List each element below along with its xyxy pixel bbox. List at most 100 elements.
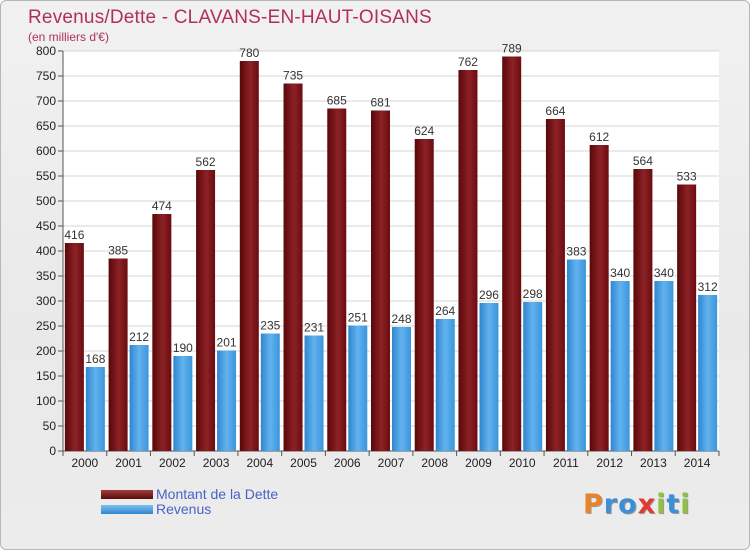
data-label-dette: 624	[414, 124, 434, 138]
data-label-dette: 789	[502, 42, 522, 56]
x-tick-label: 2011	[553, 456, 579, 470]
data-label-dette: 416	[64, 228, 84, 242]
y-tick-label: 150	[36, 369, 56, 383]
bar-dette	[414, 139, 434, 451]
data-label-revenus: 251	[348, 311, 368, 325]
logo-letter: i	[680, 489, 691, 520]
bar-revenus	[698, 295, 718, 451]
data-label-dette: 562	[196, 155, 216, 169]
y-tick-label: 400	[36, 244, 56, 258]
y-tick-label: 100	[36, 394, 56, 408]
data-label-dette: 681	[370, 96, 390, 110]
data-label-dette: 385	[108, 244, 128, 258]
bar-revenus	[523, 302, 543, 451]
y-tick-label: 550	[36, 169, 56, 183]
data-label-dette: 533	[677, 170, 697, 184]
logo-letter: t	[666, 489, 681, 520]
x-tick-label: 2014	[684, 456, 711, 470]
data-label-revenus: 340	[654, 266, 674, 280]
bar-revenus	[173, 356, 193, 451]
bar-revenus	[392, 327, 411, 451]
y-tick-label: 250	[36, 319, 56, 333]
bar-revenus	[217, 350, 237, 451]
x-tick-label: 2005	[290, 456, 317, 470]
data-label-revenus: 383	[566, 245, 586, 259]
bar-dette	[589, 145, 609, 451]
bar-dette	[64, 243, 84, 451]
data-label-revenus: 168	[85, 352, 105, 366]
logo-letter: P	[583, 489, 604, 520]
y-tick-label: 350	[36, 269, 56, 283]
bar-dette	[677, 184, 697, 451]
chart-title: Revenus/Dette - CLAVANS-EN-HAUT-OISANS	[28, 7, 432, 28]
proxiti-logo: Proxiti	[583, 489, 691, 520]
data-label-revenus: 201	[217, 336, 237, 350]
data-label-revenus: 248	[391, 312, 411, 326]
bar-dette	[633, 169, 653, 451]
bar-dette	[108, 258, 128, 451]
bar-dette	[371, 110, 390, 451]
bar-dette	[327, 108, 347, 451]
bar-dette	[545, 119, 565, 451]
data-label-dette: 664	[545, 104, 565, 118]
x-tick-label: 2002	[159, 456, 186, 470]
x-tick-label: 2000	[72, 456, 99, 470]
x-tick-label: 2008	[421, 456, 448, 470]
bar-revenus	[348, 325, 368, 451]
bar-revenus	[85, 367, 105, 451]
legend-swatch-dette	[101, 490, 153, 499]
x-tick-label: 2010	[509, 456, 536, 470]
y-tick-label: 750	[36, 69, 56, 83]
logo-letter: r	[603, 489, 619, 520]
data-label-dette: 762	[458, 55, 478, 69]
bar-dette	[152, 214, 172, 451]
x-tick-label: 2003	[203, 456, 230, 470]
logo-letter: o	[618, 489, 638, 520]
bar-revenus	[129, 345, 149, 451]
data-label-revenus: 231	[304, 321, 324, 335]
bar-revenus	[610, 281, 630, 451]
y-tick-label: 450	[36, 219, 56, 233]
x-tick-label: 2001	[115, 456, 142, 470]
y-tick-label: 0	[49, 444, 56, 458]
bar-dette	[196, 170, 216, 451]
bar-revenus	[260, 333, 280, 451]
bar-revenus	[479, 303, 499, 451]
logo-letter: i	[656, 489, 667, 520]
x-tick-label: 2009	[465, 456, 492, 470]
data-label-revenus: 340	[610, 266, 630, 280]
bar-dette	[502, 56, 522, 451]
legend-label-dette: Montant de la Dette	[156, 486, 279, 502]
data-label-revenus: 190	[173, 341, 193, 355]
x-tick-label: 2012	[596, 456, 623, 470]
bar-revenus	[654, 281, 674, 451]
data-label-revenus: 298	[523, 287, 543, 301]
bar-dette	[239, 61, 259, 451]
data-label-dette: 780	[239, 46, 259, 60]
y-tick-label: 200	[36, 344, 56, 358]
y-tick-label: 650	[36, 119, 56, 133]
x-tick-label: 2013	[640, 456, 667, 470]
y-tick-label: 600	[36, 144, 56, 158]
data-label-dette: 564	[633, 154, 653, 168]
data-label-revenus: 296	[479, 288, 499, 302]
data-label-dette: 735	[283, 69, 303, 83]
y-tick-label: 300	[36, 294, 56, 308]
chart-subtitle: (en milliers d'€)	[28, 30, 109, 44]
data-label-dette: 612	[589, 130, 609, 144]
x-tick-label: 2007	[378, 456, 405, 470]
y-tick-label: 500	[36, 194, 56, 208]
data-label-dette: 474	[152, 199, 172, 213]
data-label-revenus: 235	[260, 319, 280, 333]
legend-label-revenus: Revenus	[156, 501, 212, 517]
y-tick-label: 50	[43, 419, 57, 433]
bar-dette	[283, 83, 303, 451]
x-tick-label: 2004	[246, 456, 273, 470]
data-label-revenus: 212	[129, 330, 149, 344]
x-tick-label: 2006	[334, 456, 361, 470]
data-label-revenus: 264	[435, 304, 455, 318]
y-tick-label: 700	[36, 94, 56, 108]
data-label-revenus: 312	[698, 280, 718, 294]
